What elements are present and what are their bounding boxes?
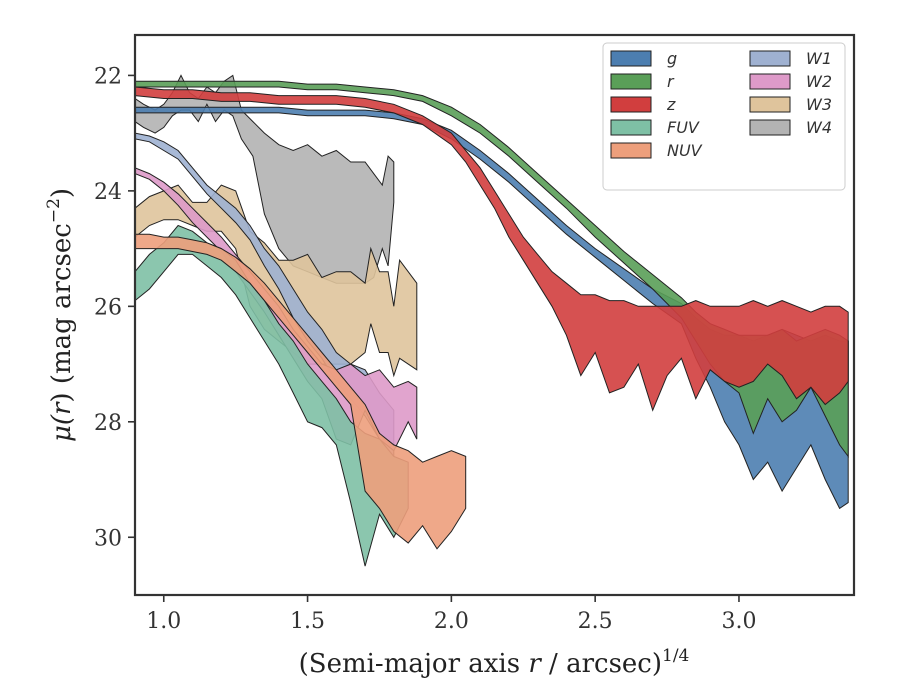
x-tick-label: 2.5 [578, 609, 613, 634]
band-r [135, 80, 849, 458]
legend-label-w4: W4 [806, 118, 832, 137]
y-axis-title-var: r [47, 401, 77, 415]
legend-label-g: g [667, 49, 677, 68]
legend-swatch-w3 [749, 96, 791, 113]
legend-swatch-z [610, 96, 652, 113]
y-axis-title-close: ) [47, 188, 77, 198]
legend-swatch-w2 [749, 73, 791, 90]
y-tick-label: 26 [94, 295, 122, 320]
legend: grz FUV NUV W1 W2 W3 W4 [602, 42, 846, 191]
y-axis-title-mu: μ( [47, 414, 77, 442]
legend-swatch-nuv [610, 142, 652, 159]
y-axis-title-sup: −2 [44, 198, 64, 223]
legend-swatch-w4 [749, 119, 791, 136]
x-axis-ticks: 1.0 1.5 2.0 2.5 3.0 [146, 595, 756, 634]
legend-swatch-w1 [749, 50, 791, 67]
legend-label-r: r [667, 72, 675, 91]
y-axis-title-tail: ) (mag arcsec [47, 223, 77, 402]
band-g [135, 106, 849, 510]
x-axis-title-var: r [528, 649, 542, 679]
y-tick-label: 22 [94, 64, 122, 89]
legend-swatch-r [610, 73, 652, 90]
x-axis-title-sup: 1/4 [662, 646, 689, 666]
y-axis-title: μ(r) (mag arcsec−2) [44, 188, 77, 442]
legend-label-w1: W1 [806, 49, 832, 68]
y-tick-label: 28 [94, 411, 122, 436]
x-axis-title: (Semi-major axis r / arcsec)1/4 [299, 646, 690, 679]
y-axis-ticks: 22 24 26 28 30 [94, 64, 135, 551]
x-tick-label: 3.0 [721, 609, 756, 634]
y-tick-label: 24 [94, 180, 122, 205]
legend-swatch-g [610, 50, 652, 67]
legend-label-fuv: FUV [667, 118, 700, 137]
x-axis-title-main: (Semi-major axis [299, 649, 529, 679]
plot-frame [133, 33, 856, 597]
band-nuv [135, 233, 467, 550]
x-axis-title-tail: / arcsec) [541, 649, 662, 679]
legend-label-z: z [666, 95, 676, 114]
legend-label-nuv: NUV [667, 141, 703, 160]
band-z [135, 86, 849, 412]
x-tick-label: 1.5 [290, 609, 325, 634]
profile-bands [135, 74, 849, 567]
legend-swatch-fuv [610, 119, 652, 136]
x-tick-label: 1.0 [146, 609, 181, 634]
legend-label-w3: W3 [806, 95, 832, 114]
x-tick-label: 2.0 [434, 609, 469, 634]
legend-label-w2: W2 [806, 72, 832, 91]
y-tick-label: 30 [94, 526, 122, 551]
